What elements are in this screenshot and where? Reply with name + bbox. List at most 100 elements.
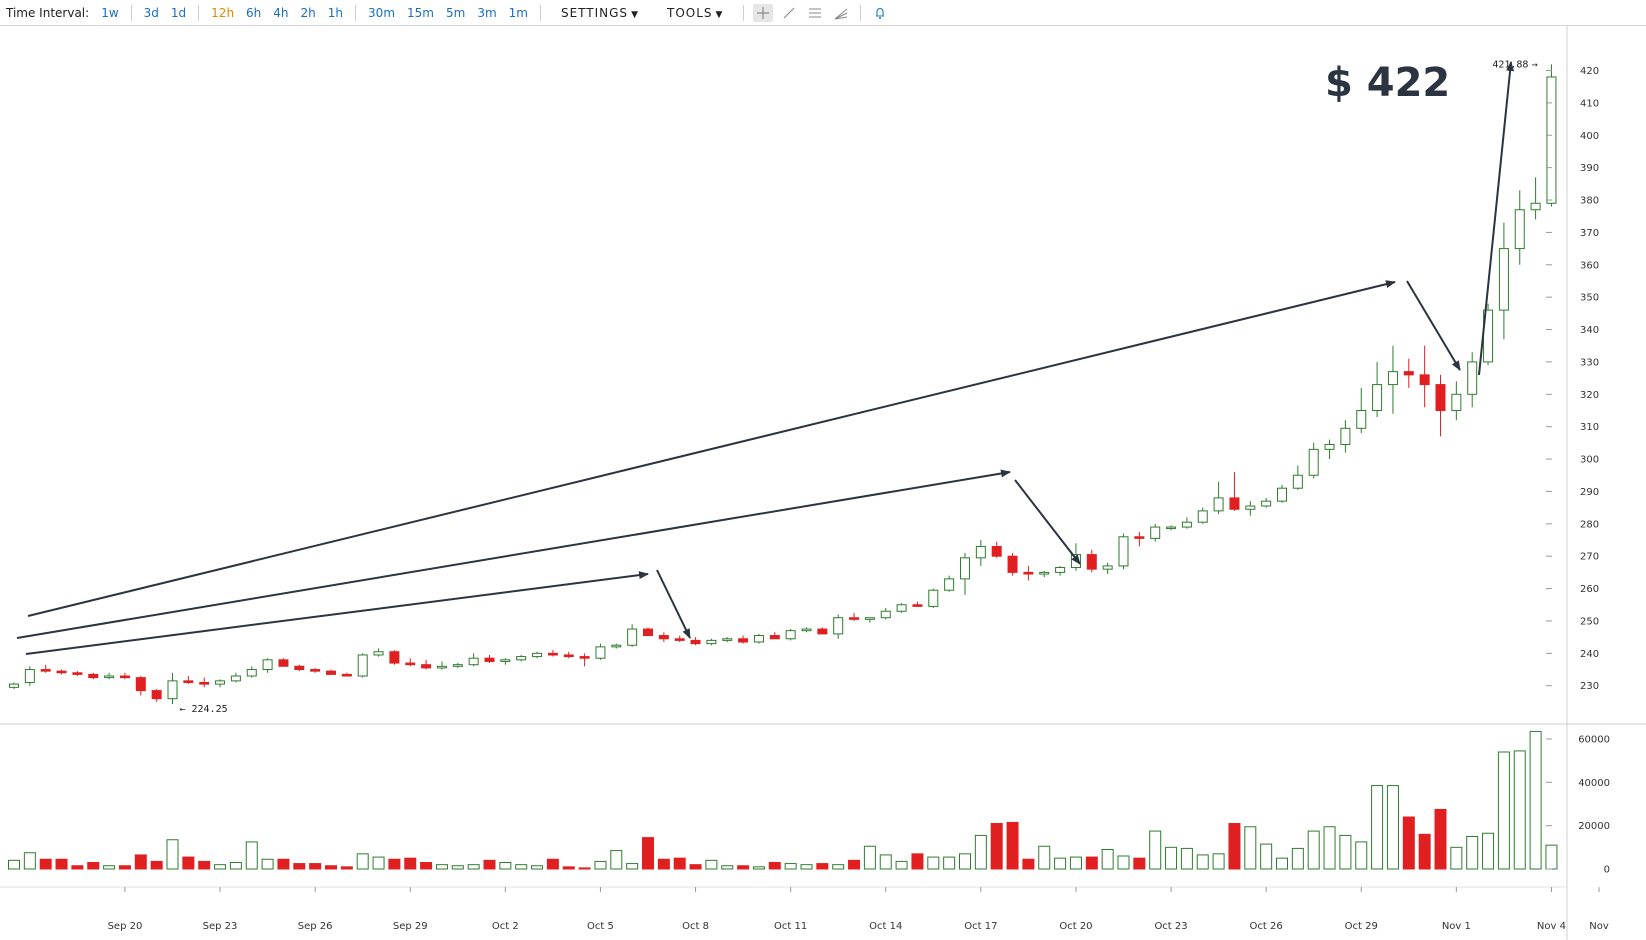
volume-bar [911, 853, 924, 870]
volume-bar [610, 850, 623, 870]
volume-bar [1323, 826, 1336, 870]
fan-tool[interactable] [831, 4, 851, 22]
volume-bar [1196, 854, 1209, 870]
candle [1419, 345, 1430, 408]
volume-bar [1260, 843, 1273, 870]
candle [1372, 361, 1383, 417]
candle [1102, 562, 1113, 575]
trend-arrow [1478, 61, 1515, 376]
interval-12h[interactable]: 12h [211, 5, 235, 20]
candle [500, 658, 511, 665]
trendline-icon [784, 7, 795, 18]
volume-bar [182, 856, 195, 870]
toolbar-divider [743, 4, 745, 21]
volume-bar [1482, 832, 1495, 870]
trend-arrow [27, 280, 1396, 617]
candle [310, 667, 321, 673]
candle [880, 608, 891, 620]
candle [1181, 517, 1192, 529]
volume-bar [420, 862, 433, 870]
candle [484, 654, 495, 664]
interval-30m[interactable]: 30m [368, 5, 396, 20]
candle [389, 650, 400, 665]
candle [1261, 497, 1272, 508]
arrow-right-icon: → [1531, 59, 1537, 70]
interval-6h[interactable]: 6h [246, 5, 262, 20]
volume-bar [1165, 846, 1178, 870]
candle [468, 653, 479, 667]
candle [912, 601, 923, 607]
volume-bar [657, 858, 670, 870]
volume-bar [1180, 847, 1193, 870]
candle [1134, 531, 1145, 547]
volume-bar [974, 834, 987, 870]
candle [294, 664, 305, 672]
candle [1007, 552, 1018, 576]
candle [627, 624, 638, 647]
interval-4h[interactable]: 4h [273, 5, 289, 20]
volume-bar [1466, 836, 1479, 870]
tools-menu[interactable]: TOOLS ▼ [667, 6, 723, 20]
candle [738, 635, 749, 644]
interval-5m[interactable]: 5m [445, 5, 466, 20]
interval-15m[interactable]: 15m [407, 5, 434, 20]
volume-bar [752, 866, 765, 870]
volume-bar [531, 865, 544, 870]
trend-arrow [25, 571, 649, 655]
candle [230, 672, 241, 683]
volume-bar [721, 865, 734, 870]
volume-bar [214, 864, 227, 870]
volume-bar [245, 841, 258, 870]
volume-bar [1434, 808, 1447, 870]
volume-bar [39, 858, 52, 870]
volume-bar [1228, 823, 1241, 870]
volume-bar [927, 856, 940, 870]
price-chart[interactable]: 230 240 250 260 270 280 290 300 310 320 330 340 350 3… [0, 26, 1646, 940]
candle [278, 658, 289, 667]
caret-down-icon: ▼ [631, 9, 639, 20]
volume-bar [879, 854, 892, 870]
interval-3m[interactable]: 3m [477, 5, 497, 20]
settings-menu[interactable]: SETTINGS ▼ [561, 6, 639, 20]
interval-1h[interactable]: 1h [327, 5, 344, 20]
volume-bar [990, 823, 1003, 870]
trendline-tool[interactable] [779, 4, 799, 22]
volume-bar [198, 860, 211, 870]
horizontal-lines-tool[interactable] [805, 4, 825, 22]
volume-bar [103, 865, 116, 870]
volume-bar [1006, 821, 1019, 870]
volume-bar [309, 863, 322, 870]
volume-bar [1212, 853, 1225, 870]
low-price-marker: 224.25 [192, 704, 228, 715]
candle [1055, 565, 1066, 576]
volume-bar [562, 866, 575, 870]
interval-1m[interactable]: 1m [508, 5, 528, 20]
candle [421, 659, 432, 670]
interval-1d[interactable]: 1d [170, 5, 187, 20]
date-tick-label: Oct 26 [1250, 921, 1283, 932]
candle [1245, 501, 1256, 516]
crosshair-tool[interactable] [753, 3, 774, 22]
horizontal-lines-icon [809, 8, 822, 17]
toolbar-divider [130, 4, 132, 21]
toolbar-divider [860, 4, 862, 21]
interval-1w[interactable]: 1w [101, 5, 119, 20]
alert-tool[interactable] [870, 4, 890, 22]
volume-bar [515, 864, 528, 870]
volume-bar [372, 856, 385, 870]
volume-bar [435, 864, 448, 870]
interval-2h[interactable]: 2h [300, 5, 316, 20]
volume-bar [388, 858, 401, 870]
price-tick-label: 400 [1580, 131, 1599, 142]
candle [1039, 570, 1050, 578]
interval-3d[interactable]: 3d [143, 5, 159, 20]
candle [896, 603, 907, 613]
price-tick-label: 360 [1580, 260, 1599, 271]
volume-bar [578, 867, 591, 870]
volume-bar [1529, 730, 1542, 870]
candle [119, 672, 130, 680]
volume-bar [594, 860, 607, 870]
volume-bar [1450, 846, 1463, 870]
volume-bar [1418, 833, 1431, 870]
candle [928, 588, 939, 609]
